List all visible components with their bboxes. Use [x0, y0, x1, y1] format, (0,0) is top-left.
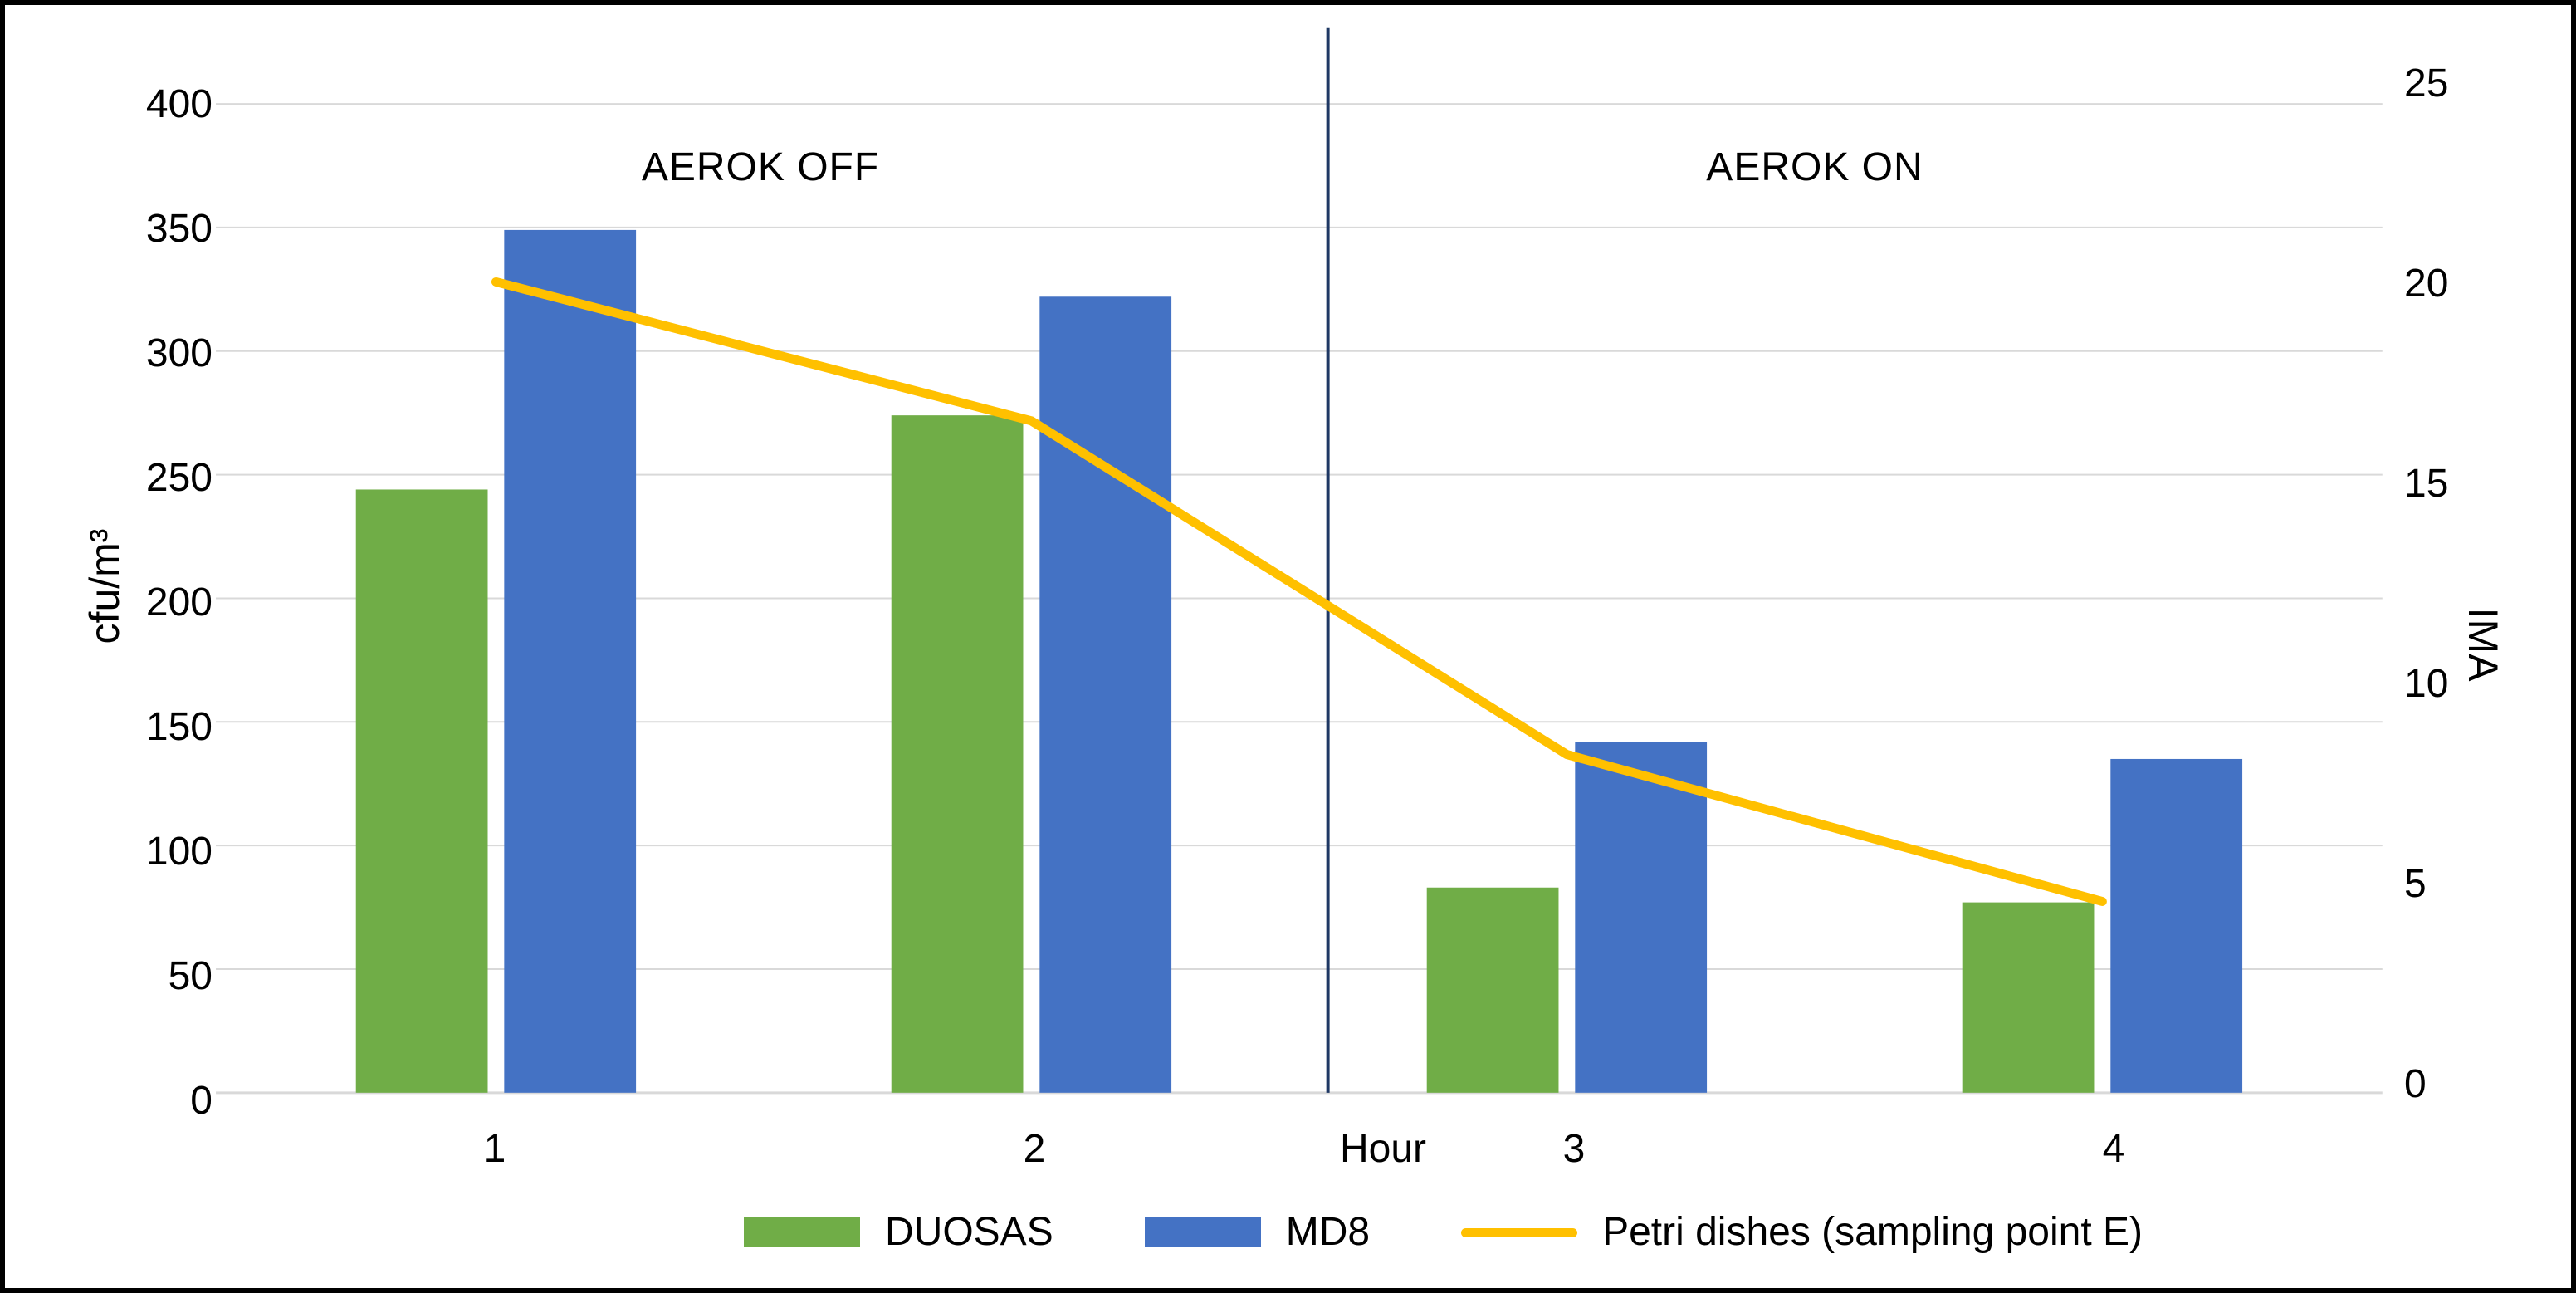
annotation-aerok-off: AEROK OFF — [641, 145, 880, 189]
line-petri-dishes — [491, 277, 2107, 906]
left-axis-tick-50: 50 — [168, 954, 213, 998]
left-axis-tick-100: 100 — [145, 830, 213, 874]
bar-md8-hour-4 — [2110, 758, 2243, 1093]
bar-md8-hour-3 — [1575, 742, 1708, 1093]
right-axis-tick-10: 10 — [2404, 662, 2449, 706]
md8-legend-swatch — [1144, 1217, 1261, 1247]
annotation-aerok-on: AEROK ON — [1706, 145, 1923, 189]
right-axis-tick-15: 15 — [2404, 462, 2449, 506]
left-axis-tick-350: 350 — [145, 207, 213, 251]
left-axis-tick-250: 250 — [145, 456, 213, 500]
left-axis-tick-200: 200 — [145, 580, 213, 624]
md8-legend-label: MD8 — [1285, 1210, 1371, 1254]
bar-md8-hour-2 — [1039, 296, 1172, 1093]
x-axis-category-2: 2 — [1023, 1127, 1046, 1171]
left-axis-tick-300: 300 — [145, 331, 213, 375]
x-axis-category-1: 1 — [483, 1127, 506, 1171]
bar-duosas-hour-4 — [1962, 902, 2095, 1093]
x-axis-title: Hour — [1339, 1127, 1427, 1171]
duosas-legend-swatch — [744, 1217, 860, 1247]
bar-duosas-hour-3 — [1426, 887, 1559, 1093]
legend-item-petri-dishes: Petri dishes (sampling point E) — [1461, 1207, 2143, 1257]
x-axis-category-4: 4 — [2102, 1127, 2125, 1171]
legend-item-md8: MD8 — [1144, 1207, 1371, 1257]
petri-dishes-legend-label: Petri dishes (sampling point E) — [1602, 1210, 2143, 1254]
duosas-legend-label: DUOSAS — [885, 1210, 1053, 1254]
petri-dishes-legend-swatch — [1461, 1227, 1578, 1237]
left-axis-tick-150: 150 — [145, 705, 213, 749]
right-axis-tick-20: 20 — [2404, 262, 2449, 306]
right-axis-tick-5: 5 — [2404, 862, 2427, 906]
bar-duosas-hour-2 — [891, 415, 1024, 1093]
legend-item-duosas: DUOSAS — [744, 1207, 1053, 1257]
x-axis-category-3: 3 — [1562, 1127, 1586, 1171]
right-axis-tick-0: 0 — [2404, 1062, 2427, 1106]
bar-md8-hour-1 — [504, 229, 637, 1093]
bar-duosas-hour-1 — [355, 489, 488, 1093]
left-axis-tick-400: 400 — [145, 82, 213, 126]
chart-canvas — [216, 27, 2383, 1095]
right-axis-tick-25: 25 — [2404, 61, 2449, 105]
left-axis-tick-0: 0 — [190, 1079, 213, 1123]
chart-legend: DUOSAS MD8 Petri dishes (sampling point … — [744, 1207, 2143, 1257]
